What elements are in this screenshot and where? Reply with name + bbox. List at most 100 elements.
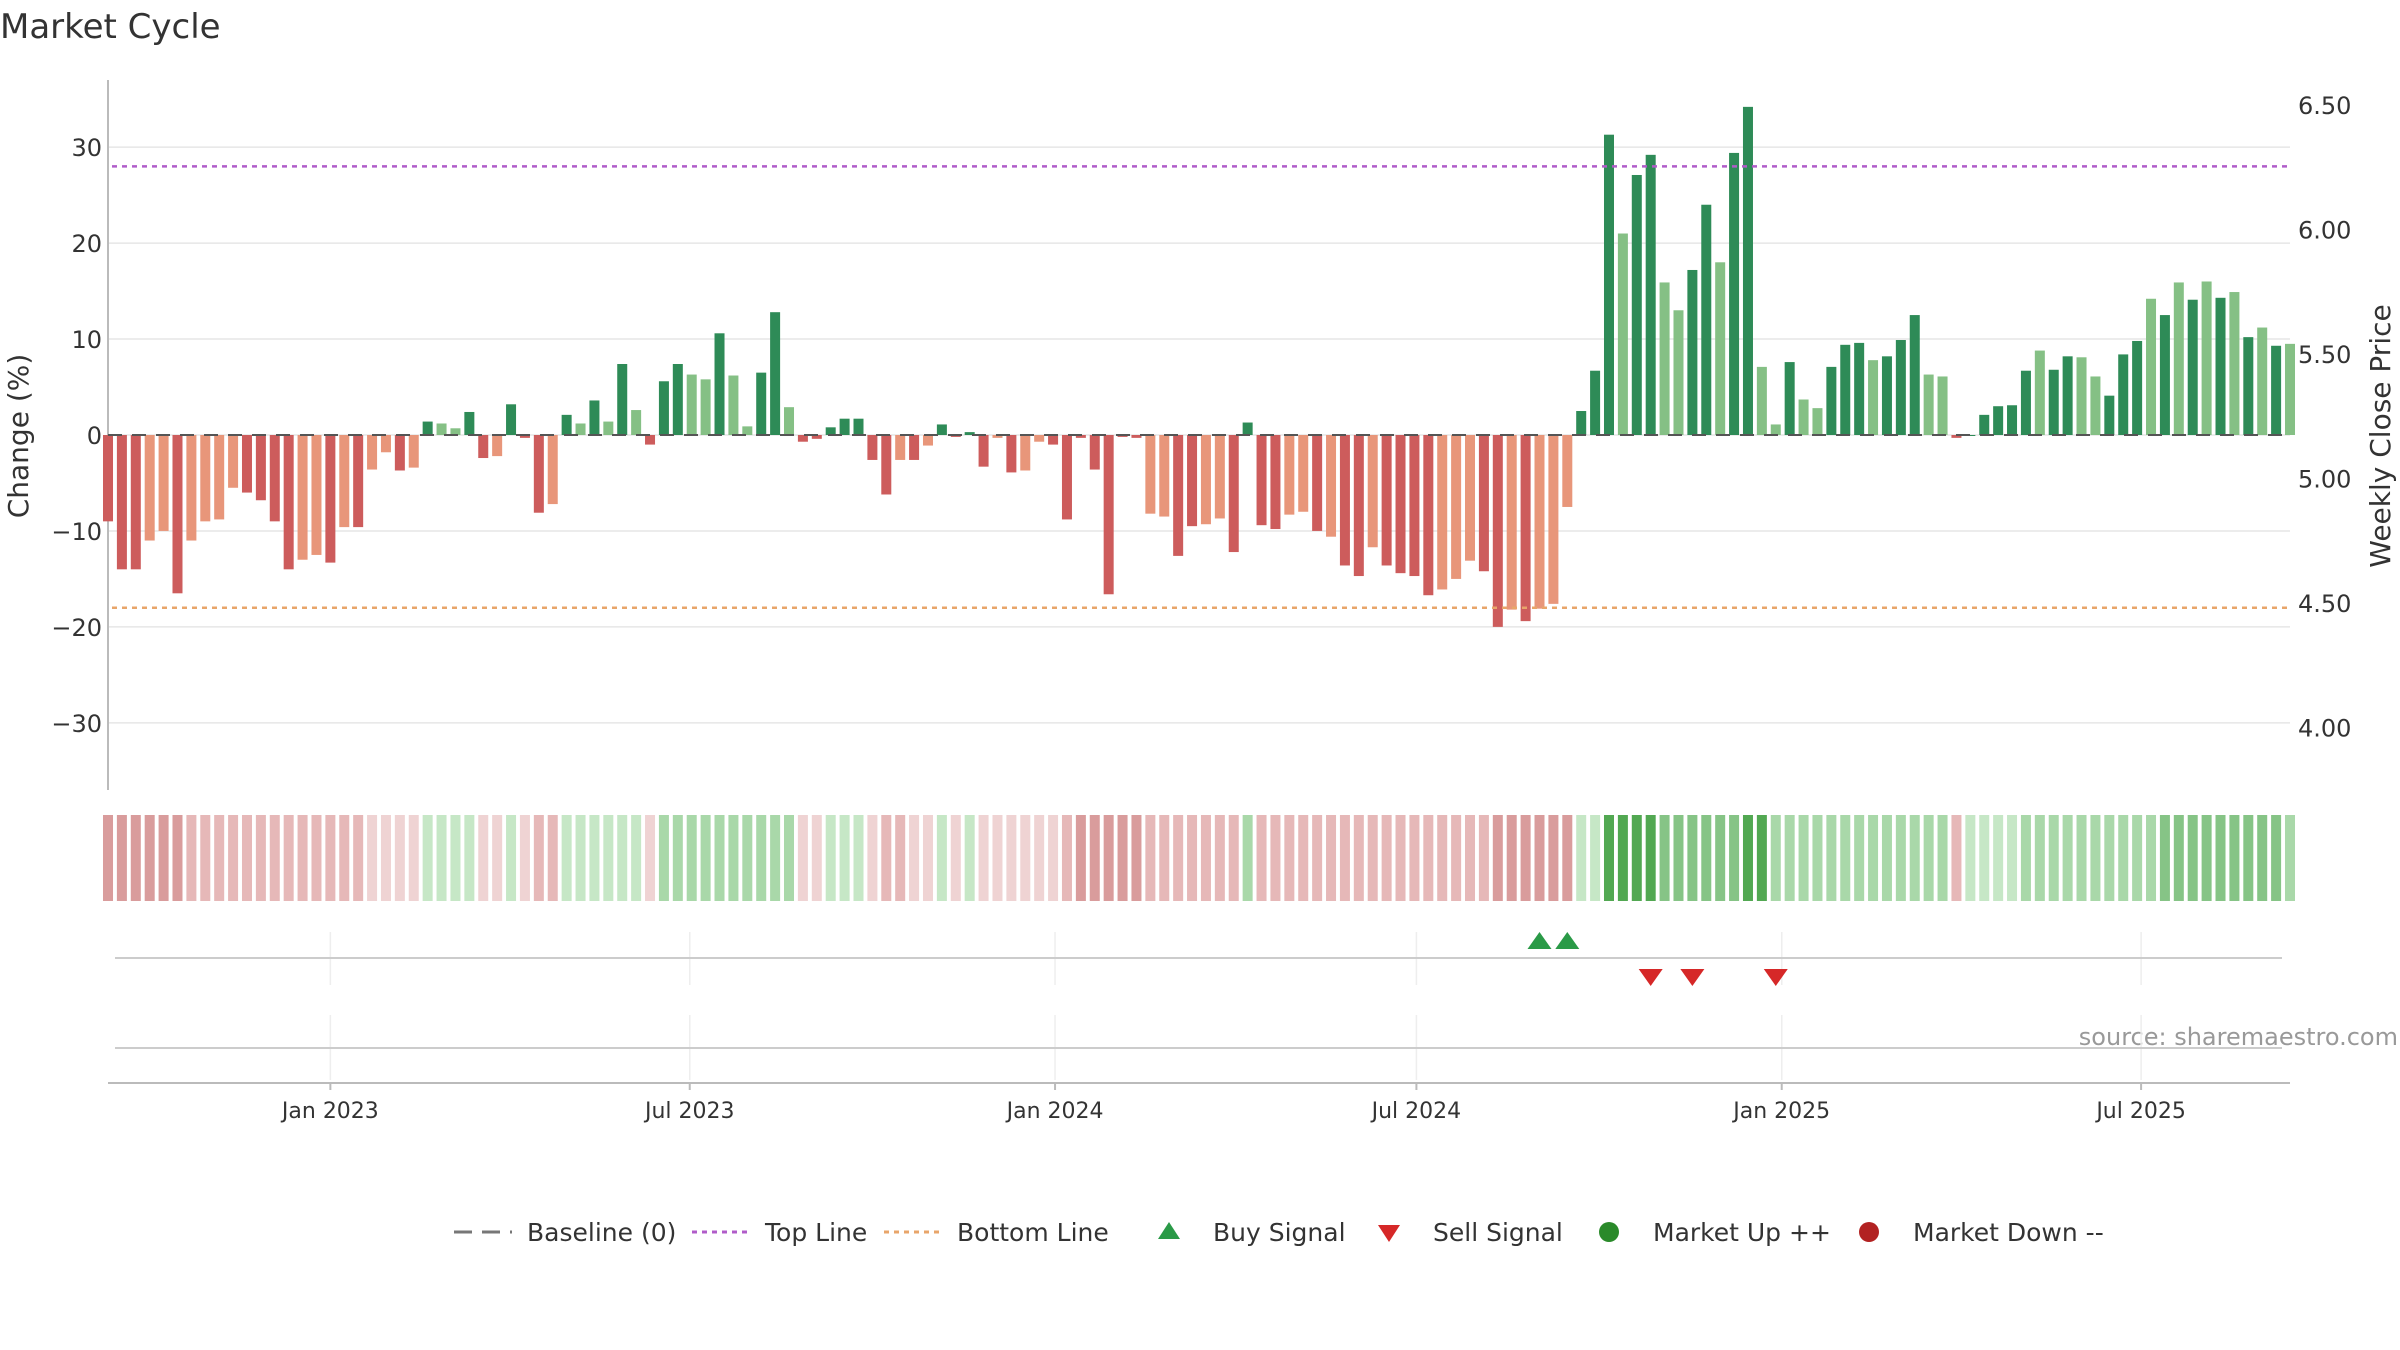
strength-cell xyxy=(200,815,211,901)
x-tick-label: Jan 2025 xyxy=(1731,1099,1830,1124)
strength-cell xyxy=(519,815,530,901)
change-bar xyxy=(228,435,239,488)
change-bar xyxy=(575,423,586,435)
strength-cell xyxy=(992,815,1003,901)
change-bar xyxy=(492,435,503,457)
strength-cell xyxy=(1645,815,1656,901)
change-bar xyxy=(2118,354,2129,435)
legend-swatch xyxy=(1158,1222,1180,1239)
change-bar xyxy=(2187,299,2198,435)
change-bar xyxy=(1895,340,1906,435)
change-bar xyxy=(325,435,336,563)
change-bar xyxy=(1395,435,1406,574)
change-bar xyxy=(1367,435,1378,548)
strength-cell xyxy=(1006,815,1017,901)
change-bar xyxy=(2076,357,2087,435)
strength-cell xyxy=(367,815,378,901)
strength-cell xyxy=(784,815,795,901)
strength-cell xyxy=(1756,815,1767,901)
strength-cell xyxy=(2132,815,2143,901)
change-bar xyxy=(1603,134,1614,435)
strength-cell xyxy=(1562,815,1573,901)
strength-cell xyxy=(1492,815,1503,901)
change-bar xyxy=(839,418,850,435)
strength-cell xyxy=(1437,815,1448,901)
strength-cell xyxy=(1784,815,1795,901)
change-bar xyxy=(1784,362,1795,435)
strength-cell xyxy=(1242,815,1253,901)
strength-cell xyxy=(589,815,600,901)
change-bar xyxy=(2159,315,2170,435)
strength-cell xyxy=(1576,815,1587,901)
strength-cell xyxy=(1367,815,1378,901)
change-bar xyxy=(1937,376,1948,435)
strength-cell xyxy=(617,815,628,901)
change-bar xyxy=(992,435,1003,438)
strength-cell xyxy=(1854,815,1865,901)
change-bar xyxy=(867,435,878,460)
strength-cell xyxy=(853,815,864,901)
strength-cell xyxy=(2118,815,2129,901)
change-bar xyxy=(770,312,781,435)
change-bar xyxy=(1715,262,1726,435)
strength-cell xyxy=(2159,815,2170,901)
strength-cell xyxy=(631,815,642,901)
y-tick-label-left: 10 xyxy=(71,326,102,354)
change-bar xyxy=(1701,204,1712,435)
sell-signal-marker xyxy=(1680,969,1705,986)
strength-cell xyxy=(241,815,252,901)
strength-cell xyxy=(1770,815,1781,901)
strength-cell xyxy=(130,815,141,901)
strength-cell xyxy=(116,815,127,901)
change-bar xyxy=(1840,344,1851,435)
change-bar xyxy=(1659,282,1670,435)
legend-swatch xyxy=(1378,1225,1400,1242)
x-tick-label: Jul 2024 xyxy=(1370,1099,1462,1124)
change-bar xyxy=(2132,340,2143,435)
change-bar xyxy=(478,435,489,459)
strength-cell xyxy=(881,815,892,901)
strength-cell xyxy=(1923,815,1934,901)
legend-item: Market Down -- xyxy=(1859,1218,2104,1247)
change-bar xyxy=(186,435,197,541)
change-bar xyxy=(742,426,753,435)
strength-cell xyxy=(2284,815,2296,901)
y-tick-label-right: 5.00 xyxy=(2298,466,2351,494)
strength-cell xyxy=(2201,815,2212,901)
strength-cell xyxy=(1312,815,1323,901)
change-bar xyxy=(339,435,350,528)
change-bar xyxy=(1006,435,1017,473)
change-bar xyxy=(1854,342,1865,435)
strength-cell xyxy=(1228,815,1239,901)
change-bar xyxy=(1798,399,1809,435)
strength-cell xyxy=(686,815,697,901)
change-bar xyxy=(2257,327,2268,435)
strength-cell xyxy=(450,815,461,901)
change-bar xyxy=(617,364,628,435)
change-bar xyxy=(2271,345,2282,435)
change-bar xyxy=(380,435,391,453)
strength-cell xyxy=(408,815,419,901)
sell-signal-marker xyxy=(1638,969,1663,986)
legend-label: Sell Signal xyxy=(1433,1218,1563,1247)
strength-cell xyxy=(1742,815,1753,901)
strength-cell xyxy=(2146,815,2157,901)
strength-cell xyxy=(909,815,920,901)
change-bar xyxy=(1993,406,2004,435)
cycle-strength-strip xyxy=(102,815,2296,901)
change-bar xyxy=(116,435,127,570)
legend-swatch xyxy=(1859,1222,1879,1242)
strength-cell xyxy=(964,815,975,901)
change-bar xyxy=(506,404,517,435)
change-bar xyxy=(1075,435,1086,438)
change-bar xyxy=(728,375,739,435)
legend-item: Bottom Line xyxy=(884,1218,1109,1247)
strength-cell xyxy=(895,815,906,901)
change-bar xyxy=(1381,435,1392,566)
change-bar xyxy=(2062,356,2073,435)
strength-cell xyxy=(1284,815,1295,901)
strength-cell xyxy=(1951,815,1962,901)
change-bar xyxy=(2173,282,2184,435)
y-tick-label-right: 6.50 xyxy=(2298,92,2351,120)
strength-cell xyxy=(867,815,878,901)
